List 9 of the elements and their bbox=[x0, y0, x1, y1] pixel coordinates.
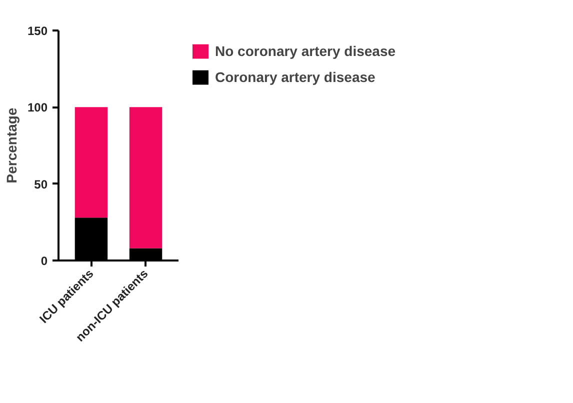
y-tick-label: 150 bbox=[27, 24, 48, 38]
y-tick-label: 50 bbox=[34, 177, 48, 192]
bar bbox=[74, 107, 108, 218]
bar bbox=[129, 107, 162, 248]
legend-label: Coronary artery disease bbox=[215, 69, 376, 85]
y-tick-label: 0 bbox=[40, 254, 48, 268]
y-tick-label: 100 bbox=[27, 100, 48, 115]
legend-label: No coronary artery disease bbox=[215, 43, 396, 59]
y-axis-title: Percentage bbox=[3, 108, 20, 184]
